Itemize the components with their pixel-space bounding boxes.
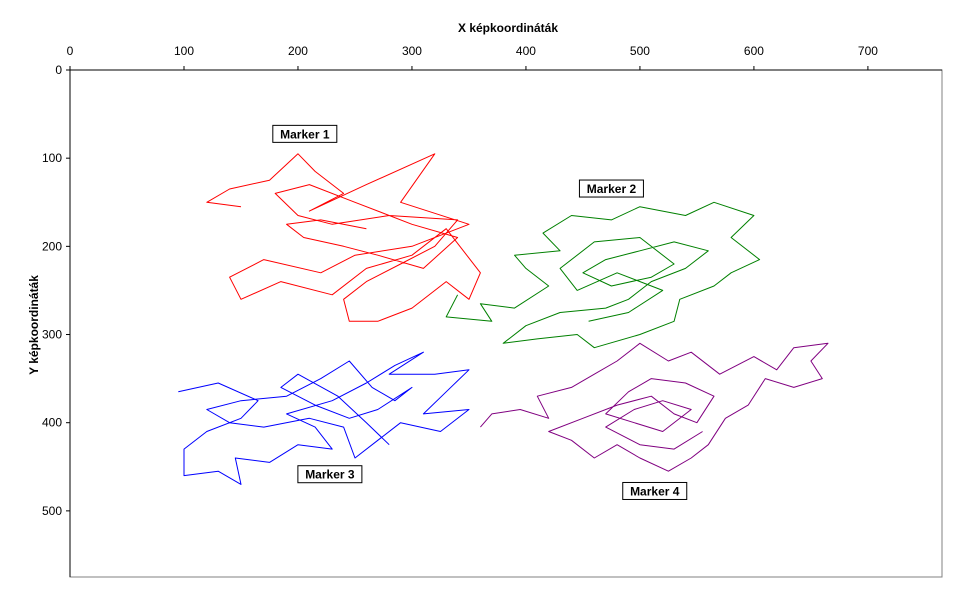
marker-label-2: Marker 2	[578, 179, 644, 198]
marker-label-4: Marker 4	[622, 481, 688, 500]
y-tick-label: 400	[42, 416, 62, 430]
x-axis-title: X képkoordináták	[458, 21, 558, 35]
y-tick-label: 500	[42, 504, 62, 518]
x-tick-label: 200	[288, 44, 308, 58]
marker-label-text: Marker 3	[305, 468, 355, 482]
marker-label-text: Marker 2	[587, 182, 637, 196]
label-box	[272, 124, 338, 143]
y-tick-label: 100	[42, 151, 62, 165]
marker-label-text: Marker 1	[280, 127, 330, 141]
marker-label-text: Marker 4	[630, 484, 680, 498]
x-tick-label: 0	[67, 44, 74, 58]
series-line-marker-3	[178, 351, 470, 485]
x-tick-label: 700	[858, 44, 878, 58]
y-tick-label: 200	[42, 239, 62, 253]
y-axis-title: Y képkoordináták	[27, 275, 41, 375]
series-line-marker-2	[445, 201, 761, 349]
series-line-marker-4	[480, 342, 829, 472]
x-tick-label: 100	[174, 44, 194, 58]
y-tick-label: 300	[42, 328, 62, 342]
x-tick-label: 600	[744, 44, 764, 58]
marker-label-1: Marker 1	[272, 124, 338, 143]
x-tick-label: 300	[402, 44, 422, 58]
plot-area	[69, 69, 943, 578]
y-tick-label: 0	[55, 63, 62, 77]
series-line-marker-1	[206, 153, 481, 322]
label-box	[622, 481, 688, 500]
x-tick-label: 400	[516, 44, 536, 58]
label-box	[297, 465, 363, 484]
x-tick-label: 500	[630, 44, 650, 58]
marker-label-3: Marker 3	[297, 465, 363, 484]
label-box	[578, 179, 644, 198]
